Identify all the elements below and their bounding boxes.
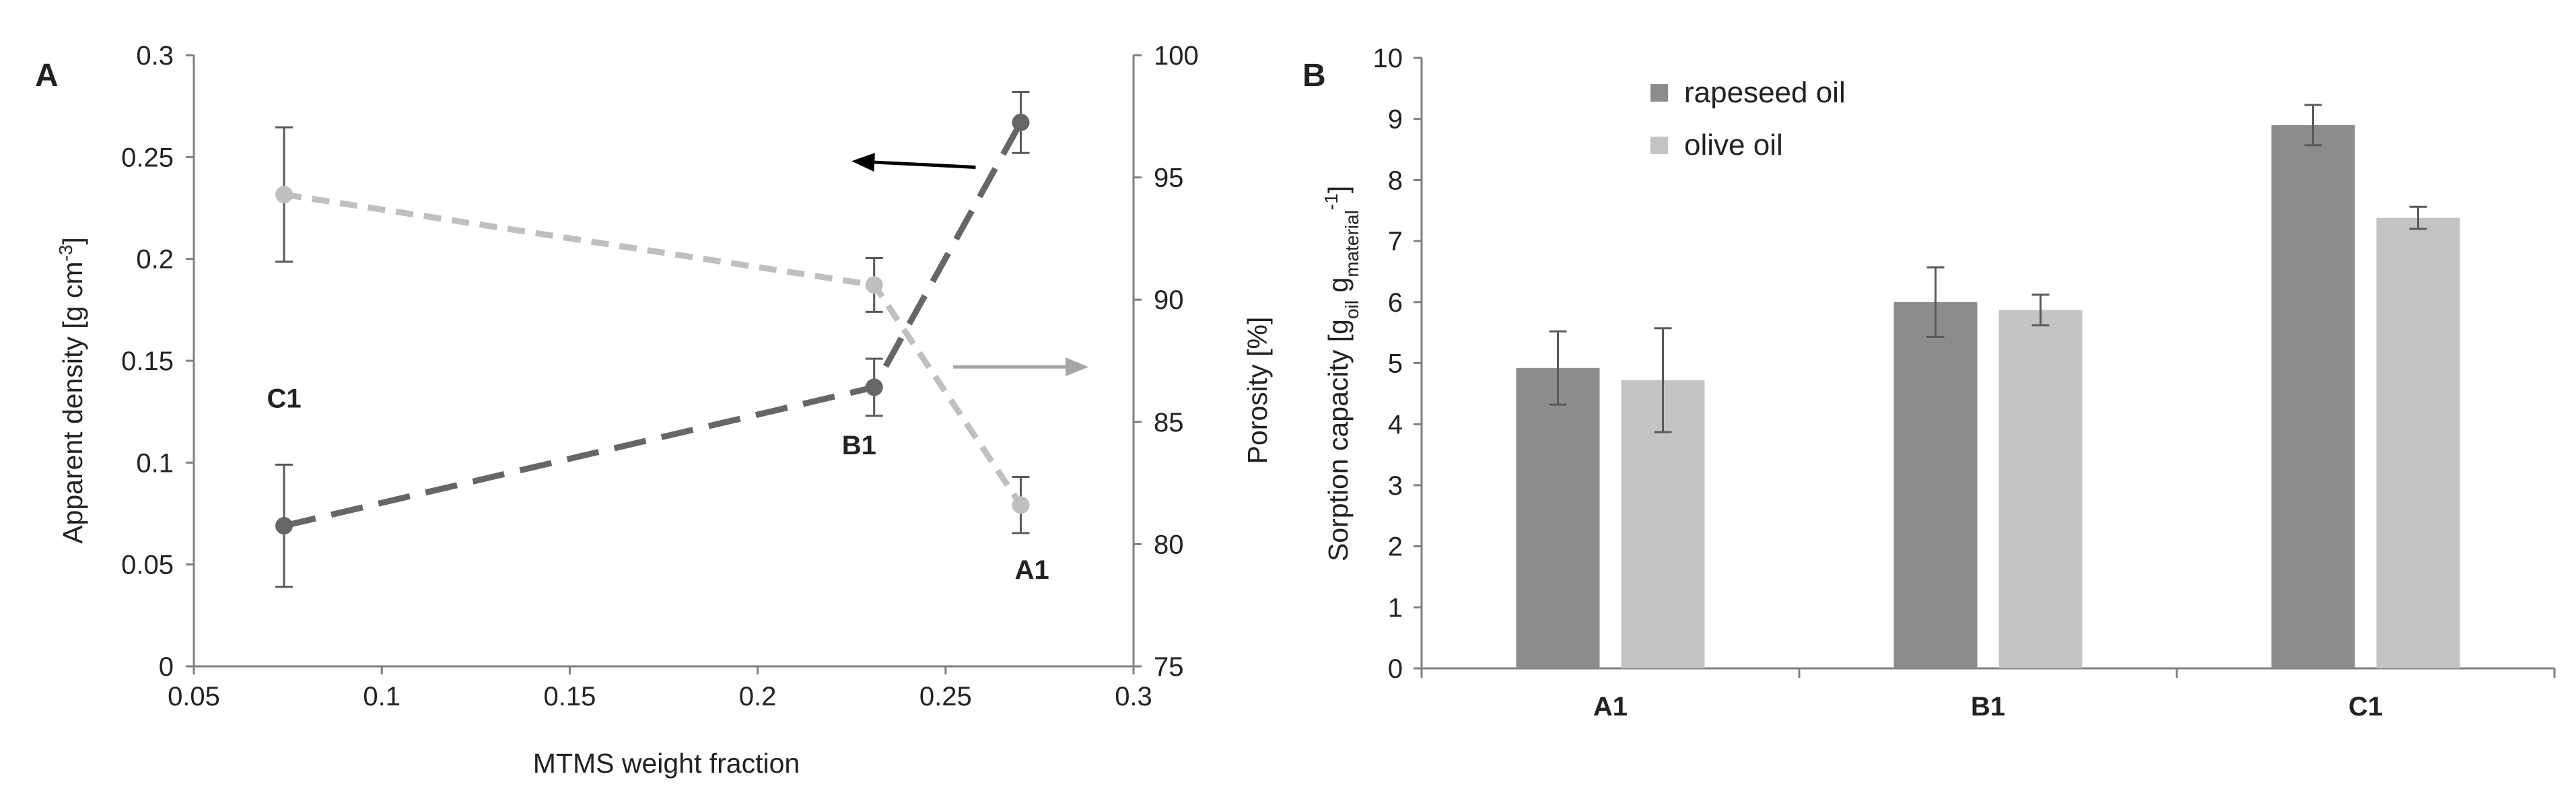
y2-tick-label: 90	[1154, 285, 1184, 315]
left-axis-arrow	[851, 153, 976, 172]
y2-tick-label: 100	[1154, 41, 1199, 71]
y2-tick-label: 75	[1154, 652, 1184, 682]
bar-olive-b1	[1998, 310, 2083, 668]
category-label-c1: C1	[2348, 692, 2383, 722]
y-tick-label: 0.2	[136, 245, 174, 275]
panel-a-annotations: C1 B1 A1	[267, 153, 1088, 585]
bar-olive-c1	[2376, 217, 2460, 668]
data-point	[275, 517, 293, 535]
arrow-head	[851, 153, 875, 172]
x-tick-label: 0.25	[919, 682, 972, 711]
bar-rapeseed-c1	[2271, 125, 2355, 668]
y-tick-label: 10	[1373, 44, 1403, 73]
series-porosity	[275, 126, 1030, 534]
series-apparent-density	[275, 90, 1030, 588]
y-title-close: ]	[57, 237, 88, 244]
y-tick-label: 0.3	[136, 41, 174, 71]
legend-label-rapeseed: rapeseed oil	[1684, 76, 1846, 109]
y-tick-label: 5	[1388, 349, 1403, 379]
arrow-shaft	[874, 160, 976, 169]
y-tick-label: 2	[1388, 532, 1403, 562]
legend-label-olive: olive oil	[1684, 129, 1783, 162]
y-title-sub-oil: oil	[1342, 300, 1362, 319]
y-tick-label: 0	[1388, 654, 1403, 684]
y-tick-label: 0.25	[121, 143, 174, 172]
panel-a-y-axis-title: Apparent density [g cm-3]	[55, 237, 89, 544]
x-tick-label: 0.05	[168, 682, 220, 711]
bar-rapeseed-a1	[1516, 368, 1600, 668]
panel-b-axes: 0 1 2 3 4 5 6 7 8 9 10 A1 B1 C1	[1373, 44, 2556, 722]
y-title-superscript: -3	[55, 245, 76, 262]
x-tick-label: 0.1	[363, 682, 401, 711]
y-tick-label: 4	[1388, 410, 1403, 440]
y2-tick-label: 85	[1154, 408, 1184, 438]
y-title-main: Sorption capacity [g	[1323, 319, 1354, 561]
x-tick-label: 0.2	[739, 682, 777, 711]
right-axis-arrow	[952, 357, 1088, 377]
panel-a-x-axis-title: MTMS weight fraction	[533, 748, 800, 779]
panel-a-axes: 0.05 0.1 0.15 0.2 0.25 0.300.050.10.150.20.25…	[121, 41, 1199, 711]
y-tick-label: 8	[1388, 166, 1403, 195]
legend-swatch-olive	[1650, 137, 1668, 154]
category-label-a1: A1	[1593, 692, 1628, 722]
x-tick-label: 0.3	[1115, 682, 1152, 711]
panel-b-label: B	[1302, 58, 1326, 94]
category-label-b1: B1	[1971, 692, 2005, 722]
y-tick-label: 1	[1388, 593, 1403, 623]
y-title-g: g	[1323, 277, 1354, 300]
data-point	[275, 186, 293, 204]
panel-a-y2-axis-title: Porosity [%]	[1242, 317, 1273, 464]
y-tick-label: 0	[159, 652, 174, 682]
data-point	[1012, 113, 1030, 131]
panel-a-label: A	[35, 58, 59, 94]
y-tick-label: 6	[1388, 288, 1403, 318]
panel-a-line-chart: A 0.05 0.1 0.15 0.2 0.25 0.300.050.10.150.20.…	[35, 41, 1273, 779]
y-title-close: ]	[1323, 186, 1354, 193]
y-title-sub-material: material	[1342, 210, 1362, 277]
y-tick-label: 9	[1388, 105, 1403, 135]
point-annotation-c1: C1	[267, 384, 301, 414]
y-title-main: Apparent density [g cm	[57, 261, 88, 543]
y-title-superscript: -1	[1321, 193, 1342, 210]
y-tick-label: 7	[1388, 227, 1403, 256]
y2-tick-label: 80	[1154, 530, 1184, 559]
point-annotation-b1: B1	[842, 431, 876, 460]
point-annotation-a1: A1	[1015, 555, 1049, 585]
legend-swatch-rapeseed	[1650, 84, 1668, 102]
panel-b-legend: rapeseed oil olive oil	[1650, 76, 1846, 162]
y-tick-label: 0.15	[121, 347, 174, 376]
panel-b-y-axis-title: Sorption capacity [goil gmaterial-1]	[1321, 186, 1362, 561]
bar-rapeseed-b1	[1893, 302, 1978, 668]
data-point	[1012, 496, 1030, 514]
arrow-head	[1065, 357, 1088, 377]
data-point	[865, 276, 883, 294]
y2-tick-label: 95	[1154, 164, 1184, 193]
x-tick-label: 0.15	[543, 682, 596, 711]
data-point	[865, 378, 883, 396]
y-tick-label: 0.05	[121, 551, 174, 580]
panel-b-bar-chart: B 0 1 2 3 4 5 6 7 8 9 10 A1 B1 C1 rapeseed oil olive o…	[1302, 44, 2556, 722]
y-tick-label: 0.1	[136, 448, 174, 478]
panel-a-series	[275, 90, 1030, 588]
panel-b-bars	[1516, 104, 2460, 668]
y-tick-label: 3	[1388, 471, 1403, 501]
